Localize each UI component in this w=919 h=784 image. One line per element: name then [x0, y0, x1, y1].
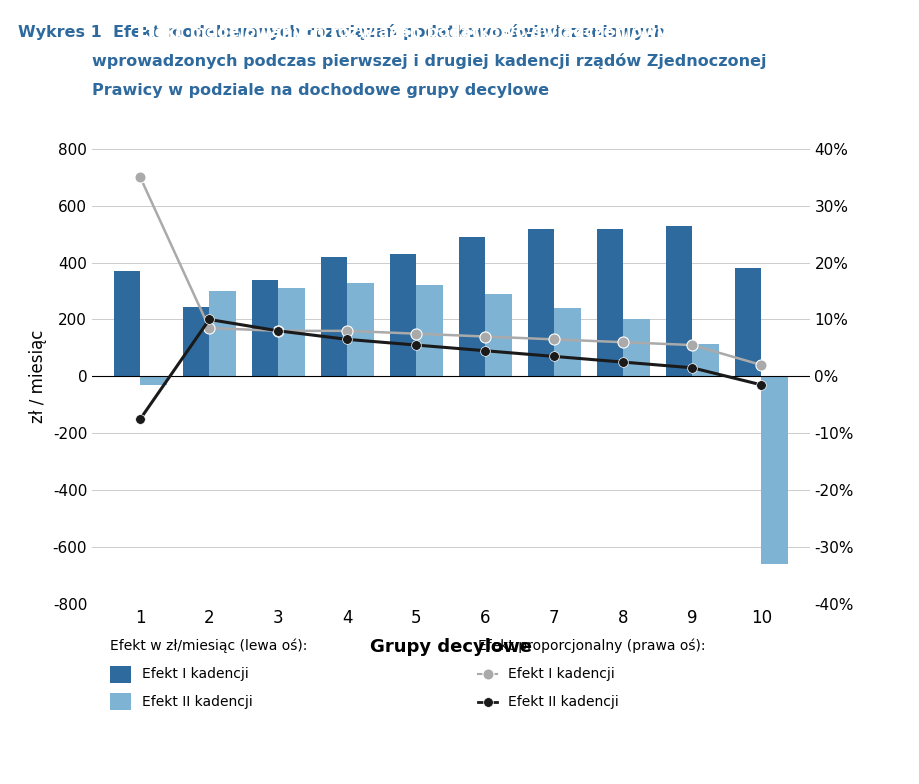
Bar: [761, 376, 787, 564]
Bar: [114, 271, 141, 376]
Bar: [347, 282, 373, 376]
Bar: [485, 294, 511, 376]
Text: Efekt I kadencji: Efekt I kadencji: [507, 667, 614, 681]
Bar: [459, 237, 485, 376]
Bar: [553, 308, 580, 376]
Y-axis label: zł / miesiąc: zł / miesiąc: [29, 329, 47, 423]
Text: Efekt proporcjonalny (prawa oś):: Efekt proporcjonalny (prawa oś):: [478, 639, 705, 653]
Text: Efekt II kadencji: Efekt II kadencji: [507, 695, 618, 709]
Bar: [210, 291, 235, 376]
Bar: [734, 268, 761, 376]
Bar: [623, 320, 649, 376]
Bar: [252, 280, 278, 376]
Text: Efekt II kadencji: Efekt II kadencji: [142, 695, 252, 709]
X-axis label: Grupy decylowe: Grupy decylowe: [369, 637, 531, 655]
Bar: [596, 229, 623, 376]
FancyBboxPatch shape: [110, 693, 130, 710]
Text: Efekt w zł/miesiąc (lewa oś):: Efekt w zł/miesiąc (lewa oś):: [110, 639, 308, 653]
Bar: [390, 254, 416, 376]
FancyBboxPatch shape: [110, 666, 130, 683]
Bar: [528, 229, 553, 376]
Text: Efekt modelowanych rozwiązań podatkowo-świadczeniowych: Efekt modelowanych rozwiązań podatkowo-ś…: [85, 24, 687, 39]
Text: Prawicy w podziale na dochodowe grupy decylowe: Prawicy w podziale na dochodowe grupy de…: [92, 83, 549, 98]
Text: Wykres 1  Efekt modelowanych rozwiązań podatkowo-świadczeniowych: Wykres 1 Efekt modelowanych rozwiązań po…: [18, 24, 664, 39]
Text: Efekt I kadencji: Efekt I kadencji: [142, 667, 248, 681]
Bar: [278, 289, 304, 376]
Text: wprowadzonych podczas pierwszej i drugiej kadencji rządów Zjednoczonej: wprowadzonych podczas pierwszej i drugie…: [92, 53, 766, 69]
Bar: [416, 285, 442, 376]
Bar: [183, 307, 210, 376]
Bar: [321, 257, 347, 376]
Bar: [665, 226, 692, 376]
Bar: [692, 343, 718, 376]
Bar: [141, 376, 166, 385]
